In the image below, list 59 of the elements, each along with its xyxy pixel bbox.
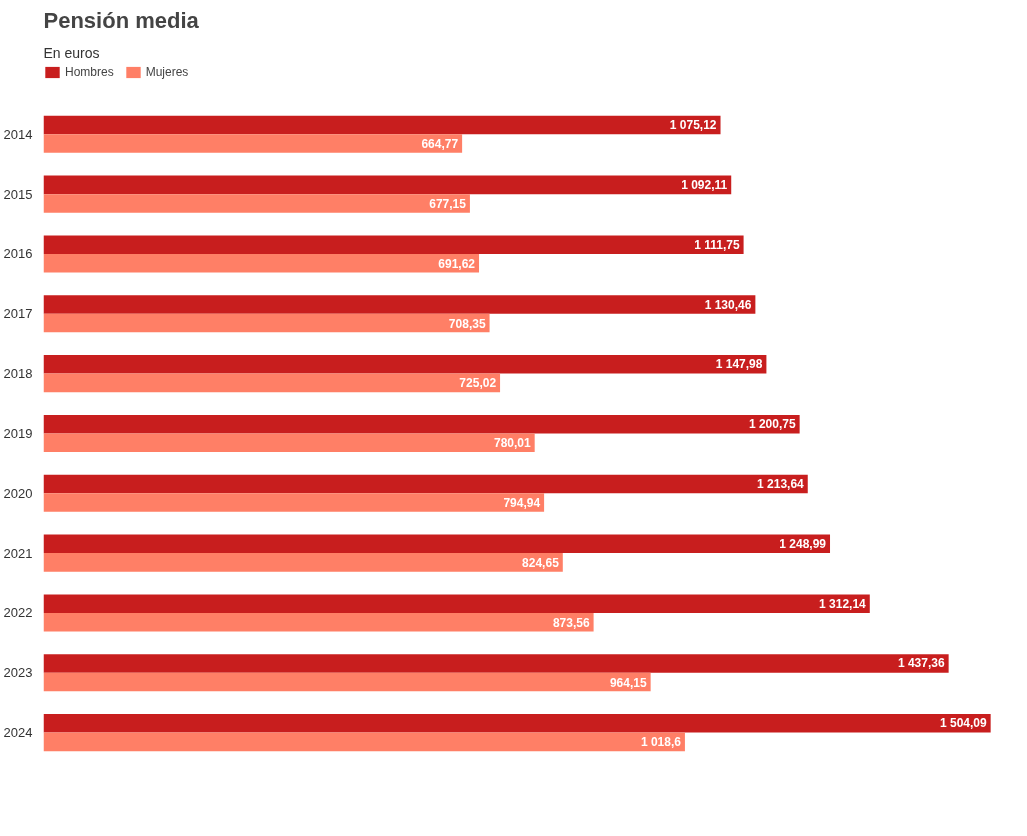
y-tick-label: 2021 (3, 545, 33, 561)
data-label: 691,62 (438, 256, 476, 271)
data-label: 873,56 (552, 615, 590, 630)
y-tick-label: 2017 (3, 306, 33, 322)
y-tick-label: 2024 (3, 725, 33, 741)
bar (43, 474, 808, 494)
bar (43, 175, 732, 195)
bar (43, 373, 501, 393)
bar (43, 414, 800, 434)
y-tick-label: 2014 (3, 126, 33, 142)
data-label: 1 504,09 (939, 716, 987, 731)
bar (43, 732, 685, 752)
bar (43, 594, 870, 613)
bar (43, 714, 991, 733)
data-label: 1 437,36 (897, 656, 945, 671)
bar (43, 134, 463, 153)
bar (43, 295, 756, 314)
bar (43, 355, 767, 374)
data-label: 1 111,75 (694, 237, 740, 252)
bar (43, 612, 594, 632)
data-label: 1 130,46 (704, 297, 752, 312)
y-tick-label: 2020 (3, 485, 33, 501)
y-tick-label: 2016 (3, 246, 33, 262)
bar (43, 433, 535, 452)
data-label: 1 248,99 (779, 536, 827, 551)
bar (43, 493, 545, 512)
legend-label: Mujeres (145, 65, 189, 79)
bar (43, 253, 480, 273)
bar (43, 194, 470, 213)
data-label: 964,15 (609, 675, 647, 690)
chart-title: Pensión media (43, 7, 200, 33)
data-label: 1 147,98 (715, 357, 763, 372)
data-label: 664,77 (421, 137, 459, 152)
data-label: 725,02 (459, 376, 497, 391)
legend-label: Hombres (65, 65, 114, 79)
data-label: 1 312,14 (819, 596, 867, 611)
y-tick-label: 2018 (3, 366, 33, 382)
data-label: 1 018,6 (640, 734, 682, 749)
bar (43, 654, 949, 673)
bar (43, 115, 721, 135)
chart-subtitle: En euros (43, 44, 100, 61)
data-label: 708,35 (448, 316, 486, 331)
data-label: 1 213,64 (757, 477, 805, 491)
data-label: 1 075,12 (669, 118, 717, 133)
data-label: 1 200,75 (748, 417, 796, 432)
data-label: 1 092,11 (681, 177, 728, 192)
data-label: 677,15 (429, 196, 467, 211)
data-label: 780,01 (493, 436, 532, 451)
y-tick-label: 2015 (3, 186, 33, 202)
y-tick-label: 2022 (3, 605, 33, 621)
bar (43, 534, 831, 554)
data-label: 824,65 (522, 555, 560, 570)
y-tick-label: 2019 (3, 425, 33, 441)
bar (43, 313, 490, 333)
bar (43, 672, 651, 692)
data-label: 794,94 (503, 496, 541, 511)
bar (43, 553, 563, 572)
bar (43, 235, 744, 254)
y-tick-label: 2023 (3, 665, 33, 681)
